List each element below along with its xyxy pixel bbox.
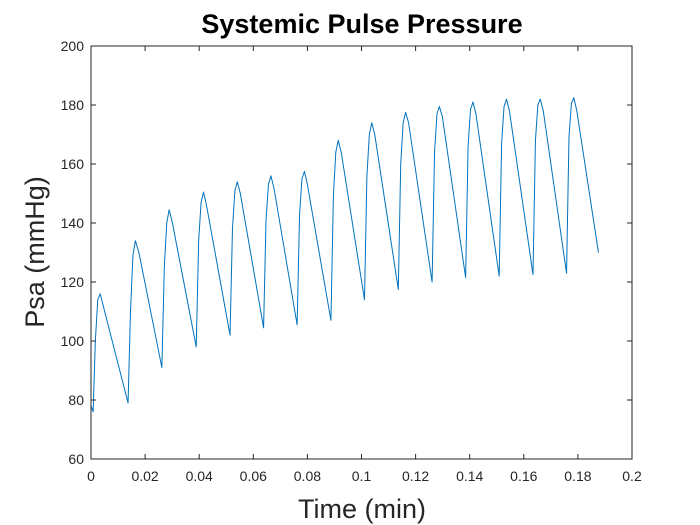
- axes-background: [91, 46, 632, 459]
- x-tick-label-6: 0.12: [402, 468, 429, 484]
- x-tick-label-8: 0.16: [510, 468, 537, 484]
- x-tick-label-0: 0: [87, 468, 95, 484]
- y-tick-label-3: 120: [61, 274, 85, 290]
- y-tick-label-2: 100: [61, 333, 85, 349]
- y-axis-label: Psa (mmHg): [20, 176, 50, 328]
- x-tick-label-2: 0.04: [186, 468, 213, 484]
- x-tick-label-3: 0.06: [240, 468, 267, 484]
- x-tick-label-4: 0.08: [294, 468, 321, 484]
- y-tick-label-5: 160: [61, 156, 85, 172]
- y-tick-label-4: 140: [61, 215, 85, 231]
- x-tick-label-9: 0.18: [564, 468, 591, 484]
- y-axis-ticks: 60 80 100 120 140 160 180 200: [61, 38, 632, 467]
- x-tick-label-5: 0.1: [352, 468, 372, 484]
- y-tick-label-1: 80: [68, 392, 84, 408]
- y-tick-label-7: 200: [61, 38, 85, 54]
- chart-title: Systemic Pulse Pressure: [201, 9, 522, 39]
- y-tick-label-0: 60: [68, 451, 84, 467]
- plot-area: [90, 97, 599, 413]
- x-axis-ticks: 0 0.02 0.04 0.06 0.08 0.1 0.12 0.14 0.16 0.18 0.2: [87, 46, 642, 484]
- x-tick-label-1: 0.02: [131, 468, 158, 484]
- series-line-0: [90, 97, 599, 413]
- x-tick-label-10: 0.2: [622, 468, 642, 484]
- x-tick-label-7: 0.14: [456, 468, 483, 484]
- y-tick-label-6: 180: [61, 97, 85, 113]
- x-axis-label: Time (min): [298, 494, 426, 524]
